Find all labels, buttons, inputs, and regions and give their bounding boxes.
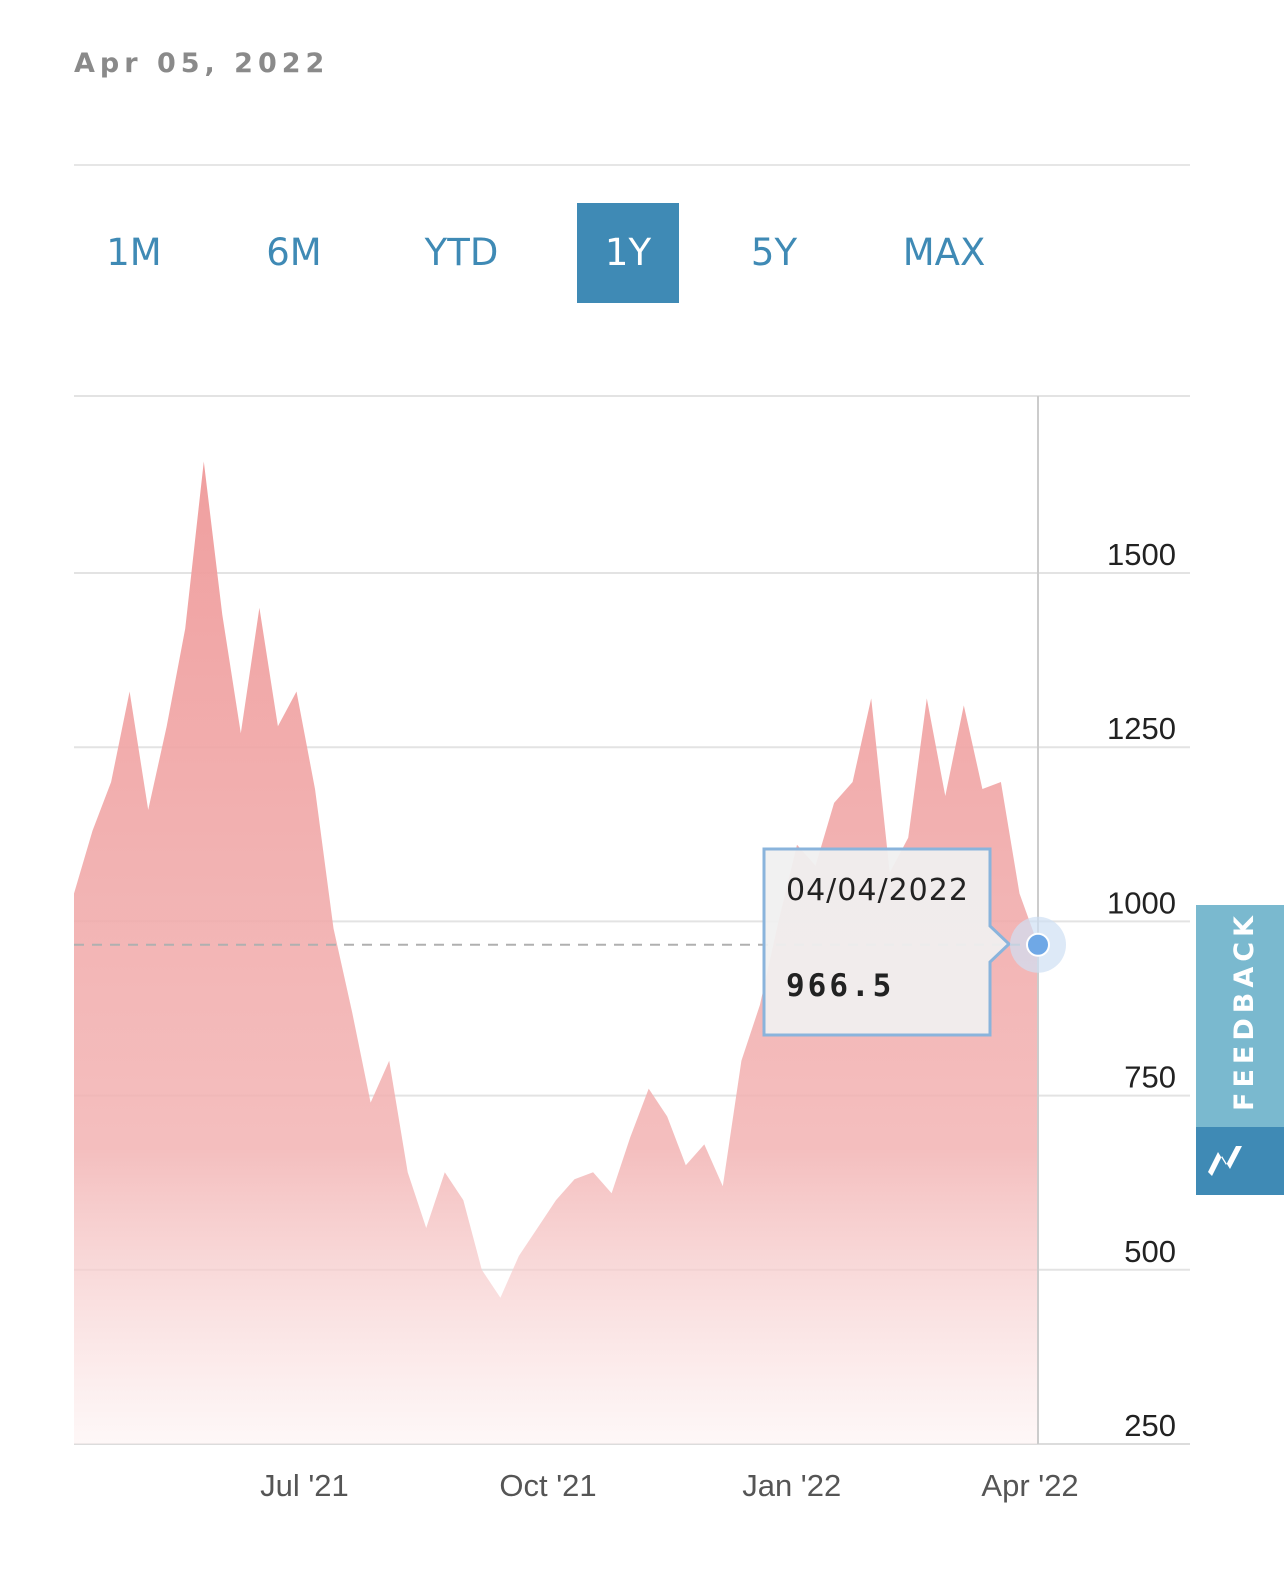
tab-6m[interactable]: 6M <box>266 231 322 274</box>
tooltip-value: 966.5 <box>786 968 895 1004</box>
feedback-tab[interactable]: FEEDBACK <box>1196 905 1284 1195</box>
data-point-marker[interactable] <box>1026 932 1050 957</box>
tab-max[interactable]: MAX <box>902 231 986 274</box>
x-tick-label: Apr '22 <box>981 1468 1078 1503</box>
feedback-panel: FEEDBACK <box>1196 905 1284 1127</box>
feedback-label: FEEDBACK <box>1229 911 1260 1111</box>
tooltip-box <box>762 847 1012 1037</box>
chart-logo-icon <box>1208 1146 1242 1176</box>
date-label: Apr 05, 2022 <box>74 48 330 79</box>
tab-ytd[interactable]: YTD <box>424 231 499 274</box>
y-tick-label: 500 <box>1124 1234 1176 1269</box>
y-tick-label: 1000 <box>1107 885 1176 920</box>
y-tick-label: 1250 <box>1107 711 1176 746</box>
tooltip-date: 04/04/2022 <box>786 873 969 908</box>
tab-5y[interactable]: 5Y <box>750 231 798 274</box>
y-tick-label: 1500 <box>1107 537 1176 572</box>
x-tick-label: Oct '21 <box>499 1468 596 1503</box>
price-area <box>74 461 1038 1444</box>
y-tick-label: 250 <box>1124 1408 1176 1443</box>
tab-1m[interactable]: 1M <box>106 231 162 274</box>
x-tick-label: Jan '22 <box>742 1468 841 1503</box>
x-tick-label: Jul '21 <box>260 1468 349 1503</box>
y-tick-label: 750 <box>1124 1060 1176 1095</box>
range-tabs: 1M 6M YTD 1Y 5Y MAX <box>74 203 1074 303</box>
feedback-logo <box>1196 1127 1284 1195</box>
tab-1y[interactable]: 1Y <box>577 203 679 303</box>
divider <box>74 164 1190 166</box>
